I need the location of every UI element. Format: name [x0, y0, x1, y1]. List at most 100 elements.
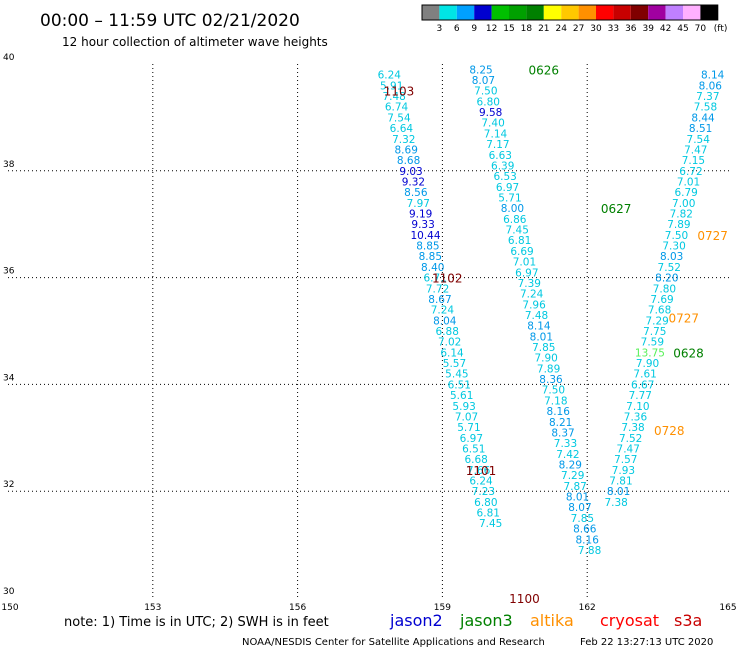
wave-height-point: 6.24 [469, 476, 493, 488]
x-tick-label: 162 [579, 603, 596, 613]
wave-height-point: 7.42 [556, 449, 579, 461]
track-pass-label: 0628 [673, 346, 704, 360]
wave-height-point: 8.03 [660, 251, 683, 263]
data-points: 6.245.917.486.747.546.647.328.698.689.03… [378, 64, 725, 557]
wave-height-point: 7.52 [619, 433, 642, 445]
wave-height-point: 8.68 [397, 155, 420, 167]
wave-height-point: 7.38 [621, 422, 644, 434]
colorbar-label: 12 [486, 24, 497, 34]
x-tick-label: 159 [434, 603, 451, 613]
wave-height-point: 7.36 [624, 411, 648, 423]
wave-height-point: 6.39 [491, 160, 514, 172]
wave-height-point: 6.71 [423, 273, 446, 285]
wave-height-point: 13.75 [635, 347, 665, 359]
wave-height-point: 7.10 [626, 401, 649, 413]
colorbar-label: 30 [590, 24, 602, 34]
wave-height-point: 7.52 [658, 262, 681, 274]
wave-height-point: 6.74 [385, 102, 409, 114]
wave-height-point: 6.53 [493, 171, 516, 183]
wave-height-point: 7.50 [665, 230, 688, 242]
wave-height-point: 9.19 [409, 209, 432, 221]
wave-height-point: 7.01 [677, 176, 700, 188]
satellite-legend-jason3: jason3 [459, 611, 513, 630]
wave-height-point: 5.61 [450, 390, 473, 402]
wave-height-point: 6.80 [474, 497, 497, 509]
wave-height-point: 7.29 [645, 315, 668, 327]
wave-height-point: 6.80 [477, 96, 500, 108]
wave-height-point: 7.23 [472, 486, 495, 498]
y-tick-label: 38 [3, 160, 15, 170]
wave-height-point: 7.14 [484, 128, 508, 140]
colorbar-label: 36 [625, 24, 637, 34]
wave-height-point: 7.72 [426, 283, 449, 295]
wave-height-point: 5.71 [498, 193, 521, 205]
footer-timestamp: Feb 22 13:27:13 UTC 2020 [580, 637, 713, 648]
wave-height-point: 7.39 [518, 278, 541, 290]
wave-height-point: 8.20 [655, 273, 678, 285]
colorbar-swatch [509, 5, 527, 20]
wave-height-point: 7.85 [532, 342, 555, 354]
wave-height-point: 8.16 [576, 534, 600, 546]
colorbar-label: 21 [538, 24, 549, 34]
x-tick-label: 156 [289, 603, 306, 613]
colorbar-swatch [648, 5, 666, 20]
wave-height-point: 7.48 [382, 91, 405, 103]
colorbar-swatch [543, 5, 562, 20]
wave-height-point: 7.90 [636, 358, 659, 370]
y-tick-label: 36 [3, 267, 15, 277]
wave-height-point: 7.75 [643, 326, 666, 338]
track-pass-label: 0627 [601, 202, 632, 216]
wave-height-point: 7.88 [578, 545, 601, 557]
colorbar-swatch [578, 5, 596, 20]
wave-height-point: 5.91 [380, 80, 403, 92]
wave-height-point: 10.44 [410, 230, 440, 242]
wave-height-point: 8.40 [421, 262, 444, 274]
y-tick-label: 40 [3, 53, 15, 63]
wave-height-point: 9.58 [479, 107, 502, 119]
wave-height-point: 7.15 [682, 155, 705, 167]
wave-height-point: 9.03 [399, 166, 422, 178]
wave-height-point: 7.17 [486, 139, 509, 151]
track-pass-label: 0727 [668, 312, 699, 326]
colorbar-swatch [683, 5, 701, 20]
wave-height-point: 6.97 [460, 433, 483, 445]
colorbar-swatch [665, 5, 683, 20]
colorbar-label: 33 [608, 24, 619, 34]
wave-height-point: 7.47 [617, 443, 640, 455]
wave-height-point: 6.24 [378, 70, 402, 82]
colorbar-swatch [596, 5, 614, 20]
wave-height-point: 8.01 [607, 486, 630, 498]
track-labels: 0626 1103 0627 0727 1102 0727 0628 0728 1101 1100 [384, 63, 728, 606]
wave-height-point: 7.93 [612, 465, 635, 477]
wave-height-point: 7.89 [667, 219, 690, 231]
wave-height-point: 7.02 [438, 337, 461, 349]
colorbar-swatch [456, 5, 475, 20]
wave-height-point: 7.85 [571, 513, 594, 525]
wave-height-point: 5.45 [445, 369, 468, 381]
wave-height-point: 7.38 [604, 497, 627, 509]
wave-height-point: 6.68 [464, 454, 487, 466]
wave-height-point: 6.88 [436, 326, 459, 338]
wave-height-point: 6.51 [462, 443, 485, 455]
colorbar-label: 24 [555, 24, 567, 34]
wave-height-point: 7.00 [672, 198, 695, 210]
satellite-legend-altika: altika [530, 611, 574, 630]
chart-subtitle: 12 hour collection of altimeter wave hei… [62, 35, 328, 49]
wave-height-point: 6.72 [679, 166, 702, 178]
wave-height-point: 8.67 [428, 294, 451, 306]
wave-height-point: 7.37 [696, 91, 719, 103]
colorbar-label: 6 [454, 24, 460, 34]
wave-height-point: 7.96 [522, 299, 546, 311]
wave-height-point: 8.85 [416, 241, 439, 253]
wave-height-point: 7.40 [481, 118, 504, 130]
wave-height-point: 8.14 [527, 321, 551, 333]
colorbar-label: 9 [471, 24, 477, 34]
wave-height-point: 6.63 [489, 150, 512, 162]
colorbar-swatch [491, 5, 509, 20]
wave-height-point: 7.48 [525, 310, 548, 322]
colorbar-label: 39 [642, 24, 654, 34]
wave-height-point: 8.29 [559, 460, 582, 472]
wave-height-point: 7.45 [479, 518, 502, 530]
wave-height-point: 8.00 [501, 203, 524, 215]
colorbar-label: 3 [437, 24, 443, 34]
